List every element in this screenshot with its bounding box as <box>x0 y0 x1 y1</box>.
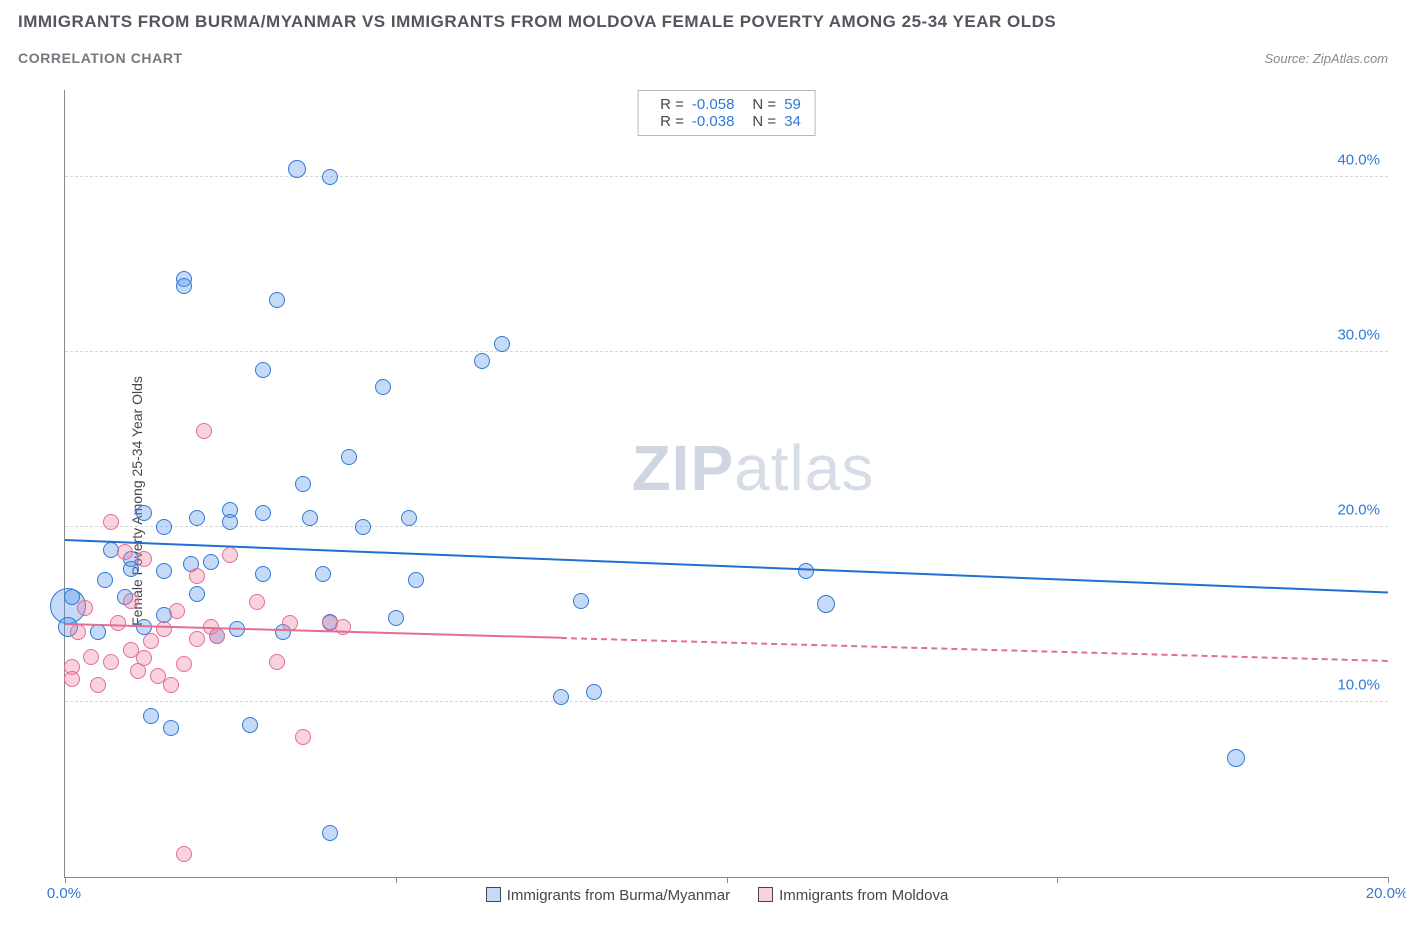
legend-swatch-moldova <box>758 887 773 902</box>
scatter-point-moldova <box>136 650 152 666</box>
scatter-point-moldova <box>176 656 192 672</box>
scatter-point-burma <box>123 561 139 577</box>
scatter-point-burma <box>255 362 271 378</box>
scatter-point-moldova <box>249 594 265 610</box>
scatter-point-burma <box>798 563 814 579</box>
scatter-point-moldova <box>83 649 99 665</box>
y-tick-label: 10.0% <box>1337 677 1380 694</box>
scatter-point-burma <box>136 505 152 521</box>
y-tick-label: 30.0% <box>1337 327 1380 344</box>
scatter-point-moldova <box>269 654 285 670</box>
scatter-point-moldova <box>136 551 152 567</box>
scatter-point-burma <box>255 505 271 521</box>
scatter-point-moldova <box>295 729 311 745</box>
y-tick-label: 20.0% <box>1337 502 1380 519</box>
trend-line-moldova <box>561 637 1388 662</box>
scatter-point-moldova <box>117 544 133 560</box>
chart-area: Female Poverty Among 25-34 Year Olds ZIP… <box>18 90 1388 912</box>
scatter-point-burma <box>295 476 311 492</box>
scatter-point-burma <box>222 514 238 530</box>
scatter-point-burma <box>553 689 569 705</box>
legend-label-moldova: Immigrants from Moldova <box>779 887 948 904</box>
scatter-point-burma <box>388 610 404 626</box>
scatter-point-burma <box>156 563 172 579</box>
scatter-point-burma <box>302 510 318 526</box>
scatter-point-burma <box>203 554 219 570</box>
scatter-point-moldova <box>70 624 86 640</box>
chart-title: IMMIGRANTS FROM BURMA/MYANMAR VS IMMIGRA… <box>18 12 1388 32</box>
legend-swatch-burma <box>486 887 501 902</box>
scatter-point-burma <box>586 684 602 700</box>
correlation-stats-box: R =-0.058N =59R =-0.038N =34 <box>637 90 816 136</box>
scatter-point-moldova <box>176 846 192 862</box>
scatter-point-moldova <box>103 654 119 670</box>
scatter-point-moldova <box>143 633 159 649</box>
gridline <box>65 526 1388 527</box>
scatter-point-burma <box>355 519 371 535</box>
y-tick-label: 40.0% <box>1337 152 1380 169</box>
scatter-point-burma <box>494 336 510 352</box>
scatter-point-burma <box>288 160 306 178</box>
scatter-point-burma <box>408 572 424 588</box>
scatter-point-burma <box>375 379 391 395</box>
scatter-point-burma <box>401 510 417 526</box>
scatter-point-moldova <box>156 621 172 637</box>
scatter-point-burma <box>817 595 835 613</box>
scatter-point-moldova <box>90 677 106 693</box>
stats-row: R =-0.038N =34 <box>652 113 801 130</box>
scatter-point-moldova <box>64 671 80 687</box>
scatter-point-moldova <box>196 423 212 439</box>
scatter-point-moldova <box>209 628 225 644</box>
legend-label-burma: Immigrants from Burma/Myanmar <box>507 887 730 904</box>
scatter-point-burma <box>97 572 113 588</box>
scatter-point-burma <box>176 278 192 294</box>
scatter-point-moldova <box>222 547 238 563</box>
scatter-point-burma <box>341 449 357 465</box>
scatter-point-burma <box>143 708 159 724</box>
scatter-point-moldova <box>103 514 119 530</box>
scatter-point-burma <box>573 593 589 609</box>
watermark: ZIPatlas <box>632 431 875 505</box>
scatter-point-moldova <box>123 593 139 609</box>
series-legend: Immigrants from Burma/Myanmar Immigrants … <box>18 887 1388 904</box>
scatter-point-burma <box>322 169 338 185</box>
scatter-point-moldova <box>77 600 93 616</box>
scatter-point-burma <box>90 624 106 640</box>
scatter-point-burma <box>269 292 285 308</box>
scatter-point-burma <box>163 720 179 736</box>
scatter-point-moldova <box>189 568 205 584</box>
scatter-point-moldova <box>169 603 185 619</box>
stats-row: R =-0.058N =59 <box>652 96 801 113</box>
gridline <box>65 701 1388 702</box>
gridline <box>65 351 1388 352</box>
scatter-point-burma <box>474 353 490 369</box>
scatter-point-burma <box>156 519 172 535</box>
gridline <box>65 176 1388 177</box>
scatter-point-burma <box>242 717 258 733</box>
source-attribution: Source: ZipAtlas.com <box>1264 51 1388 66</box>
scatter-point-burma <box>315 566 331 582</box>
x-tick-mark <box>1388 877 1389 883</box>
plot-region: ZIPatlas R =-0.058N =59R =-0.038N =34 10… <box>64 90 1388 878</box>
chart-subtitle: CORRELATION CHART <box>18 50 183 66</box>
scatter-point-moldova <box>189 631 205 647</box>
scatter-point-burma <box>322 825 338 841</box>
scatter-point-moldova <box>163 677 179 693</box>
scatter-point-burma <box>189 586 205 602</box>
scatter-point-burma <box>189 510 205 526</box>
scatter-point-burma <box>255 566 271 582</box>
scatter-point-burma <box>1227 749 1245 767</box>
